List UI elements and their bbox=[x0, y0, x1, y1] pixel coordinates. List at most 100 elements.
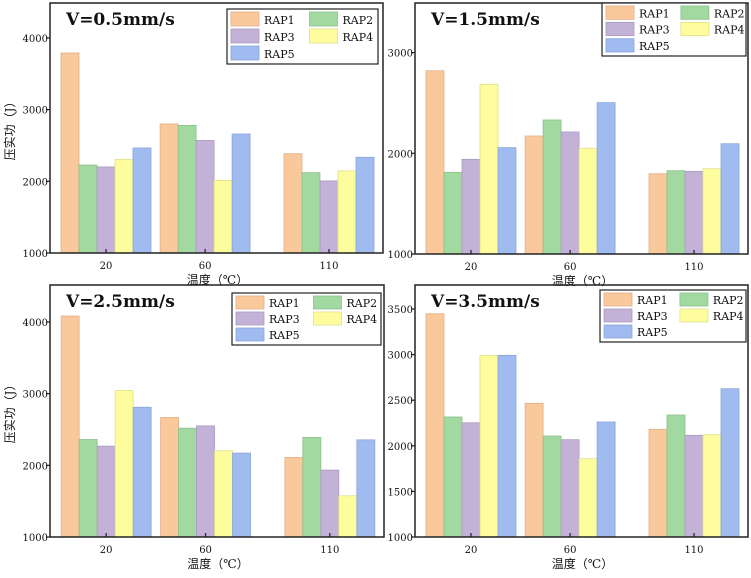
y-tick-label: 2500 bbox=[388, 396, 413, 407]
bar-rap1-60 bbox=[524, 402, 544, 538]
legend-swatch bbox=[680, 21, 710, 37]
legend-swatch bbox=[230, 11, 260, 27]
x-tick-label: 60 bbox=[199, 545, 212, 556]
legend-label: RAP1 bbox=[264, 14, 295, 27]
plot-frame bbox=[49, 2, 384, 254]
x-tick-label: 60 bbox=[199, 261, 212, 272]
y-tick-label: 3000 bbox=[23, 390, 48, 401]
bar-rap4-110 bbox=[702, 168, 722, 255]
legend-swatch bbox=[605, 38, 635, 53]
y-tick-label: 1000 bbox=[23, 249, 48, 260]
legend-item-rap3: RAP3 bbox=[235, 311, 300, 326]
legend-label: RAP5 bbox=[637, 326, 668, 339]
panel-3: 1000 2000 3000 4000 20 60 110 温度（℃） 压实功（J） V=2.5m… bbox=[2, 284, 385, 571]
bar-rap4-20 bbox=[114, 390, 134, 538]
legend-swatch bbox=[309, 28, 338, 44]
y-tick-label: 1000 bbox=[23, 533, 48, 544]
bar-rap5-20 bbox=[497, 147, 517, 255]
bar-rap3-60 bbox=[196, 425, 215, 538]
legend-item-rap4: RAP4 bbox=[680, 21, 745, 37]
bar-rap3-110 bbox=[684, 434, 704, 538]
bar-rap3-60 bbox=[560, 439, 580, 538]
x-tick-label: 60 bbox=[564, 262, 577, 273]
legend-swatch bbox=[605, 21, 635, 37]
y-tick-label: 3000 bbox=[388, 351, 413, 362]
plot-frame bbox=[49, 284, 385, 538]
legend: RAP1 RAP2 RAP3 RAP4 RAP5 bbox=[599, 289, 747, 343]
y-tick-label: 4000 bbox=[23, 34, 48, 45]
bar-rap1-60 bbox=[159, 123, 179, 254]
y-axis-title: 压实功（J） bbox=[2, 96, 17, 161]
legend-swatch bbox=[235, 327, 265, 342]
bar-rap2-20 bbox=[443, 416, 463, 538]
bar-rap2-110 bbox=[666, 170, 686, 255]
legend-item-rap2: RAP2 bbox=[680, 5, 745, 20]
bar-rap4-110 bbox=[702, 434, 722, 538]
legend: RAP1 RAP2 RAP3 RAP4 RAP5 bbox=[601, 2, 747, 57]
x-tick-label: 110 bbox=[684, 545, 703, 556]
legend-item-rap3: RAP3 bbox=[603, 308, 668, 323]
legend-swatch bbox=[313, 295, 342, 310]
legend-item-rap4: RAP4 bbox=[309, 28, 373, 44]
y-tick-label: 1000 bbox=[388, 250, 413, 261]
panel-title: V=0.5mm/s bbox=[65, 10, 175, 30]
bar-rap4-110 bbox=[338, 495, 358, 538]
bar-rap5-60 bbox=[232, 452, 251, 538]
x-axis-title: 温度（℃） bbox=[187, 556, 248, 571]
legend-swatch bbox=[679, 308, 709, 323]
y-axis-title: 压实功（J） bbox=[2, 379, 17, 444]
y-tick-label: 2000 bbox=[388, 442, 413, 453]
bar-rap4-20 bbox=[114, 158, 134, 254]
legend-label: RAP3 bbox=[639, 24, 670, 37]
bar-rap1-20 bbox=[425, 70, 445, 255]
legend-item-rap5: RAP5 bbox=[235, 327, 300, 342]
y-tick-label: 2000 bbox=[23, 461, 48, 472]
plot-frame bbox=[414, 284, 749, 538]
panel-title: V=3.5mm/s bbox=[430, 292, 540, 312]
legend-label: RAP5 bbox=[269, 329, 300, 342]
bar-rap5-110 bbox=[720, 143, 740, 255]
legend-item-rap2: RAP2 bbox=[679, 292, 744, 307]
bar-rap4-20 bbox=[479, 354, 499, 538]
panel-1: 1000 2000 3000 4000 20 60 110 温度（℃） 压实功（J） V=0.5m… bbox=[2, 2, 384, 287]
y-tick-label: 1000 bbox=[388, 533, 413, 544]
bar-rap5-60 bbox=[596, 421, 616, 538]
bar-rap2-20 bbox=[78, 164, 98, 254]
legend-item-rap5: RAP5 bbox=[605, 38, 670, 53]
bar-rap5-110 bbox=[720, 388, 740, 538]
legend-swatch bbox=[605, 5, 635, 20]
legend-label: RAP2 bbox=[346, 297, 377, 310]
y-tick-label: 3500 bbox=[388, 305, 413, 316]
bar-rap3-110 bbox=[684, 170, 704, 255]
bar-rap3-20 bbox=[461, 422, 481, 538]
x-tick-label: 60 bbox=[564, 545, 577, 556]
x-tick-label: 20 bbox=[465, 545, 478, 556]
legend-swatch bbox=[603, 308, 633, 323]
legend-swatch bbox=[230, 45, 260, 61]
bar-rap3-60 bbox=[560, 131, 580, 255]
legend-label: RAP5 bbox=[639, 40, 670, 53]
legend-item-rap2: RAP2 bbox=[313, 295, 377, 310]
bar-rap5-60 bbox=[231, 133, 251, 254]
legend-swatch bbox=[230, 28, 260, 44]
x-axis-title: 温度（℃） bbox=[552, 556, 613, 571]
legend-item-rap5: RAP5 bbox=[603, 324, 668, 339]
legend-swatch bbox=[309, 11, 338, 27]
bar-rap1-20 bbox=[425, 313, 445, 538]
bar-rap1-110 bbox=[648, 173, 668, 255]
y-tick-label: 2000 bbox=[23, 177, 48, 188]
legend-swatch bbox=[235, 295, 265, 310]
bar-rap2-20 bbox=[78, 439, 98, 538]
legend-item-rap4: RAP4 bbox=[313, 311, 377, 326]
bar-rap3-20 bbox=[96, 445, 116, 538]
panel-title: V=2.5mm/s bbox=[65, 292, 175, 312]
y-tick-label: 2000 bbox=[388, 149, 413, 160]
x-tick-label: 110 bbox=[320, 545, 339, 556]
bar-rap3-20 bbox=[461, 158, 481, 255]
legend-item-rap3: RAP3 bbox=[605, 21, 670, 37]
x-tick-label: 20 bbox=[465, 262, 478, 273]
bar-rap5-20 bbox=[132, 147, 152, 254]
panel-4: 1000 1500 2000 2500 3000 3500 20 60 110 温度（℃） V=3.… bbox=[388, 284, 749, 571]
legend-label: RAP4 bbox=[714, 24, 745, 37]
bar-rap2-60 bbox=[177, 124, 197, 254]
